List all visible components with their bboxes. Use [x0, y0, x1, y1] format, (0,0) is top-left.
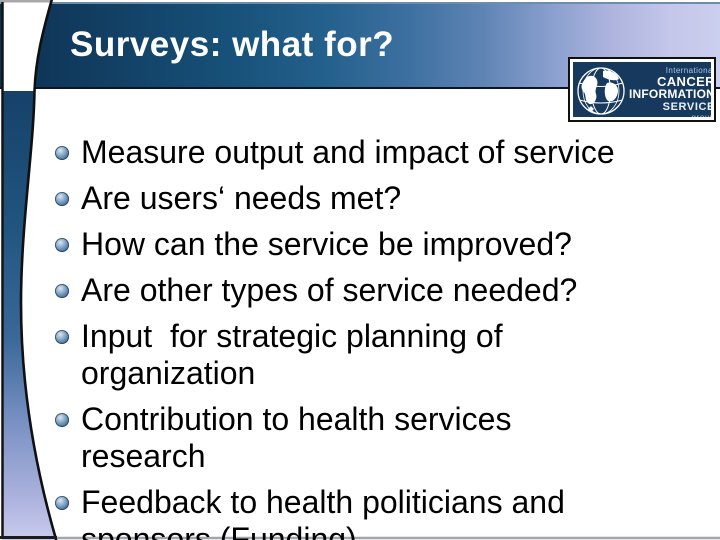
bullet-item: Feedback to health politicians and spons…: [55, 484, 640, 540]
top-left-white-box: [2, 0, 52, 90]
slide-title: Surveys: what for?: [70, 25, 395, 64]
bullet-item: Measure output and impact of service: [55, 134, 640, 171]
bullet-sphere-icon: [55, 496, 69, 510]
icis-logo: International CANCER INFORMATION SERVICE…: [568, 57, 716, 122]
left-gradient-band: [2, 91, 56, 540]
bullet-text: Contribution to health services research: [81, 401, 521, 474]
bullet-item: How can the service be improved?: [55, 226, 640, 263]
bullet-item: Are users‘ needs met?: [55, 180, 640, 217]
icis-logo-text: International CANCER INFORMATION SERVICE…: [629, 62, 711, 117]
logo-line-group: group: [629, 113, 712, 117]
bullet-sphere-icon: [55, 238, 69, 252]
bullet-text: How can the service be improved?: [81, 226, 572, 262]
bullet-text: Input for strategic planning of organiza…: [81, 318, 512, 391]
bullet-item: Input for strategic planning of organiza…: [55, 318, 640, 392]
bullet-text: Are users‘ needs met?: [81, 180, 402, 216]
icis-logo-panel: International CANCER INFORMATION SERVICE…: [573, 62, 711, 117]
logo-line-international: International: [665, 66, 711, 75]
bullet-text: Measure output and impact of service: [81, 134, 615, 170]
bullet-list: Measure output and impact of service Are…: [55, 134, 640, 540]
title-banner: [0, 2, 720, 89]
logo-line-service: SERVICE: [662, 101, 711, 113]
globe-icon: [577, 67, 625, 115]
curve-line: [19, 0, 58, 540]
logo-line-information: INFORMATION: [629, 87, 711, 101]
bullet-text: Are other types of service needed?: [81, 272, 578, 308]
bullet-text: Feedback to health politicians and spons…: [81, 484, 574, 540]
bullet-item: Contribution to health services research: [55, 401, 640, 475]
logo-line-cancer: CANCER: [656, 74, 711, 89]
bullet-sphere-icon: [55, 192, 69, 206]
bullet-sphere-icon: [55, 284, 69, 298]
bullet-item: Are other types of service needed?: [55, 272, 640, 309]
bullet-sphere-icon: [55, 330, 69, 344]
top-left-gray-strip: [0, 0, 52, 3]
bullet-sphere-icon: [55, 413, 69, 427]
bullet-sphere-icon: [55, 146, 69, 160]
